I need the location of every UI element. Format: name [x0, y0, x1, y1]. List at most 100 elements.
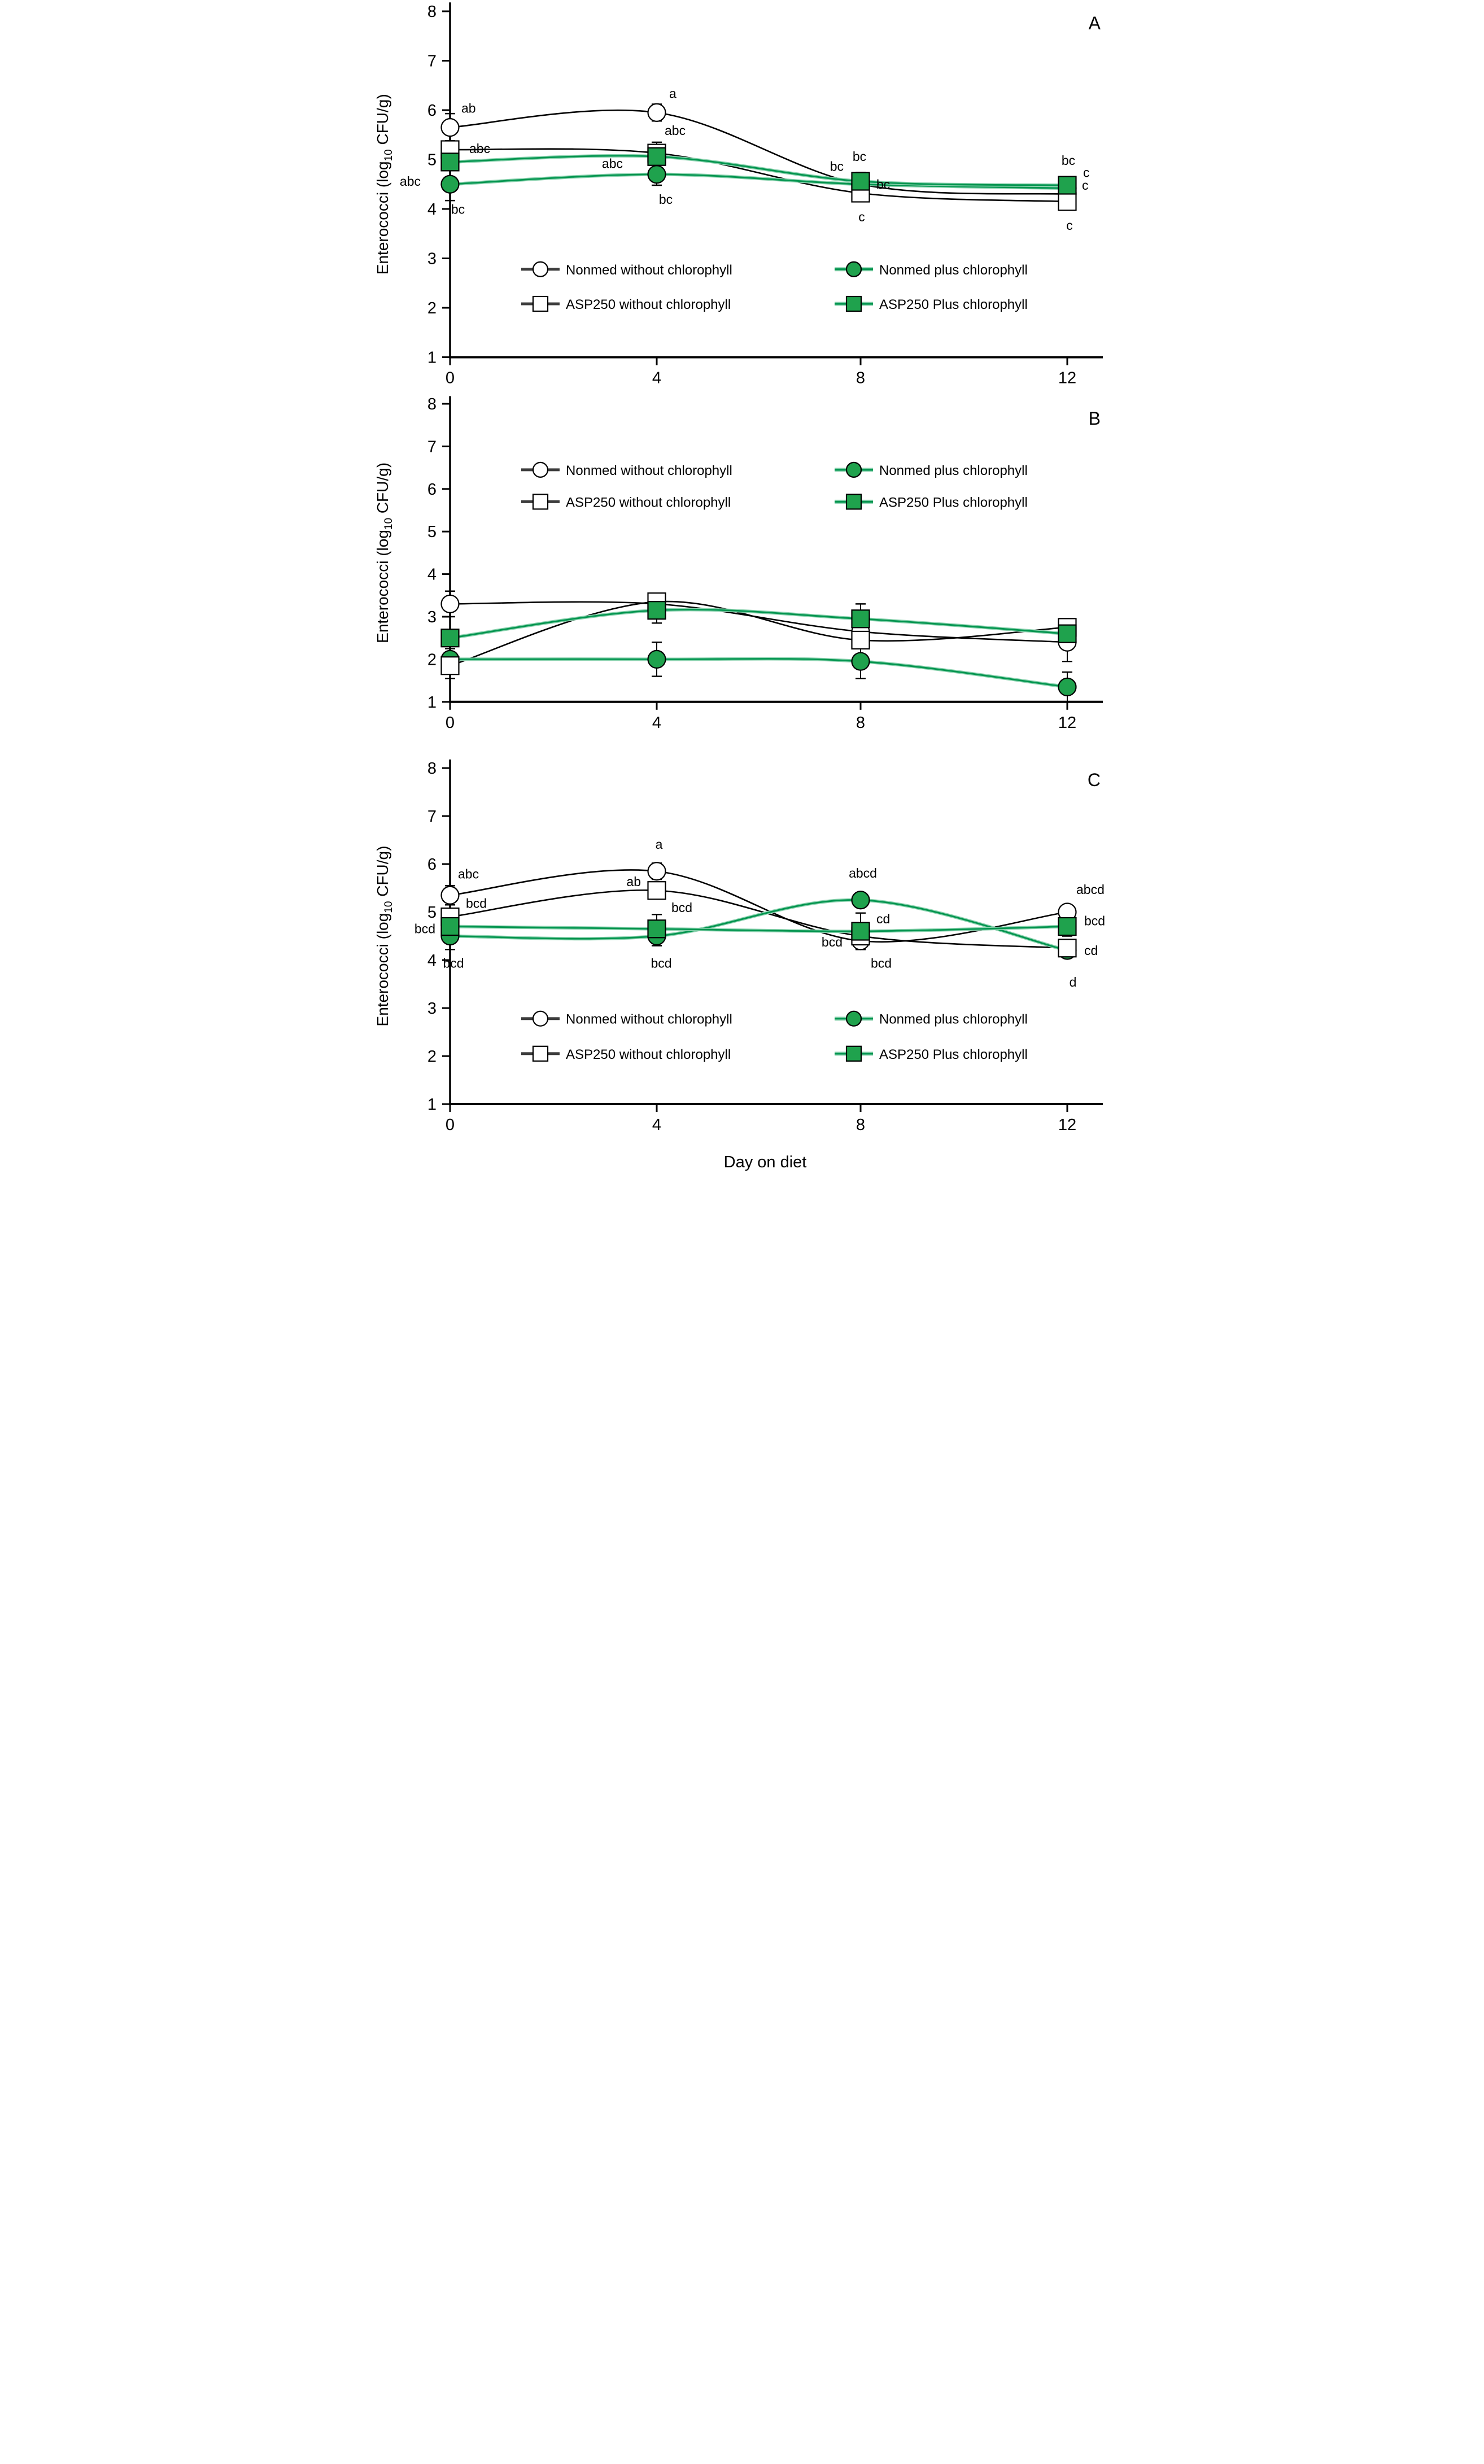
y-tick-label: 1	[427, 1096, 437, 1114]
panel-a-container: 1 2 3 4 5 6 7 8 0 4 8 12 Enterococci (log10 CFU/g) ab…	[371, 0, 1113, 395]
series-line-nonmed_plus	[449, 658, 1068, 688]
legend-label-asp_wo: ASP250 without chlorophyll	[566, 495, 731, 510]
y-tick-label: 4	[427, 200, 437, 219]
y-tick-label: 5	[427, 151, 437, 169]
legend-item-asp_plus: ASP250 Plus chlorophyll	[835, 1045, 1028, 1062]
data-point-asp_plus-day12	[1058, 917, 1077, 936]
significance-label-nonmed_plus-day0: bcd	[443, 956, 464, 971]
significance-label-asp_wo-day0: bcd	[466, 896, 487, 911]
x-tick-label: 12	[1058, 1116, 1076, 1134]
series-line-asp_plus	[449, 926, 1068, 932]
panel-background	[371, 757, 1113, 1178]
y-axis-title: Enterococci (log10 CFU/g)	[374, 846, 395, 1027]
series-line-nonmed_plus	[449, 173, 1068, 189]
legend-marker-square	[532, 494, 549, 510]
y-tick-label: 2	[427, 651, 437, 669]
data-point-asp_wo-day12	[1058, 939, 1077, 958]
x-tick-label: 12	[1058, 369, 1076, 387]
significance-label-asp_wo-day12: cd	[1084, 943, 1098, 958]
y-tick-label: 1	[427, 349, 437, 367]
panel-letter-c: C	[1088, 770, 1101, 790]
significance-label-nonmed_wo-day12: c	[1082, 178, 1089, 193]
series-line-nonmed_wo	[449, 869, 1068, 943]
data-point-nonmed_wo-day0	[440, 118, 460, 137]
legend-item-asp_wo: ASP250 without chlorophyll	[521, 494, 731, 510]
significance-label-asp_plus-day0: abc	[400, 174, 421, 189]
legend-marker-square	[845, 295, 862, 312]
data-point-nonmed_wo-day4	[647, 103, 666, 122]
significance-label-nonmed_wo-day0: ab	[461, 101, 476, 116]
x-tick-label: 8	[856, 1116, 865, 1134]
data-point-asp_plus-day8	[851, 172, 870, 191]
y-tick-label: 4	[427, 952, 437, 970]
data-point-nonmed_plus-day4	[647, 165, 666, 184]
significance-label-nonmed_plus-day0: bc	[451, 202, 465, 216]
legend-marker-circle	[845, 461, 862, 478]
significance-label-asp_plus-day4: bcd	[671, 900, 692, 915]
figure-page: 1 2 3 4 5 6 7 8 0 4 8 12 Enterococci (log10 CFU/g) ab…	[371, 0, 1113, 1178]
panel-background	[371, 395, 1113, 757]
significance-label-asp_wo-day0: abc	[469, 141, 490, 156]
x-tick-label: 12	[1058, 714, 1076, 732]
significance-label-nonmed_wo-day4: a	[669, 86, 676, 101]
legend-label-nonmed_wo: Nonmed without chlorophyll	[566, 263, 732, 278]
y-tick-label: 3	[427, 608, 437, 626]
x-tick-label: 8	[856, 714, 865, 732]
series-line-asp_wo	[449, 148, 1068, 203]
data-point-nonmed_wo-day4	[647, 862, 666, 881]
significance-label-nonmed_wo-day4: a	[656, 837, 663, 852]
x-tick-label: 4	[652, 714, 661, 732]
enterococci-figure: 1 2 3 4 5 6 7 8 0 4 8 12 Enterococci (log10 CFU/g) ab…	[371, 0, 1113, 1178]
y-axis-title: Enterococci (log10 CFU/g)	[374, 463, 395, 643]
data-point-nonmed_plus-day4	[647, 649, 666, 669]
data-point-nonmed_plus-day12	[1058, 677, 1077, 697]
legend-label-asp_wo: ASP250 without chlorophyll	[566, 297, 731, 312]
significance-label-asp_plus-day0: bcd	[414, 922, 435, 936]
y-tick-label: 6	[427, 856, 437, 874]
panel-c-container: 1 2 3 4 5 6 7 8 0 4 8 12 Enterococci (log10 CFU/g) ab…	[371, 757, 1113, 1178]
y-tick-label: 7	[427, 53, 437, 71]
y-tick-label: 4	[427, 566, 437, 584]
significance-label-asp_wo-day4: ab	[626, 874, 641, 889]
legend-label-nonmed_wo: Nonmed without chlorophyll	[566, 1012, 732, 1027]
legend-marker-circle	[845, 1010, 862, 1027]
significance-label-asp_plus-day8: cd	[876, 912, 890, 926]
x-tick-label: 4	[652, 1116, 661, 1134]
data-point-asp_plus-day4	[647, 601, 666, 620]
legend-label-nonmed_plus: Nonmed plus chlorophyll	[879, 463, 1028, 478]
significance-label-nonmed_plus-day12: c	[1083, 165, 1090, 180]
legend-label-nonmed_wo: Nonmed without chlorophyll	[566, 463, 732, 478]
y-tick-label: 5	[427, 523, 437, 541]
legend-marker-square	[532, 295, 549, 312]
legend-marker-square	[845, 1045, 862, 1062]
data-point-asp_plus-day4	[647, 147, 666, 166]
series-line-asp_wo	[449, 600, 1068, 666]
significance-label-nonmed_wo-day8: bc	[830, 159, 844, 173]
y-tick-label: 2	[427, 1048, 437, 1066]
significance-label-asp_plus-day12: bc	[1062, 153, 1075, 168]
legend-label-asp_plus: ASP250 Plus chlorophyll	[879, 1047, 1028, 1062]
legend-marker-circle	[532, 1010, 549, 1027]
legend-item-nonmed_plus: Nonmed plus chlorophyll	[835, 261, 1028, 278]
series-line-asp_plus	[449, 155, 1068, 186]
x-tick-label: 0	[446, 714, 455, 732]
data-point-asp_plus-day0	[440, 917, 460, 936]
legend-item-asp_wo: ASP250 without chlorophyll	[521, 295, 731, 312]
x-axis-title: Day on diet	[724, 1153, 807, 1171]
y-tick-label: 7	[427, 808, 437, 826]
significance-label-nonmed_plus-day4: bc	[659, 192, 673, 207]
data-point-nonmed_wo-day0	[440, 886, 460, 905]
panel-letter-a: A	[1089, 13, 1101, 33]
significance-label-nonmed_wo-day8: bcd	[822, 935, 843, 949]
significance-label-nonmed_plus-day4: bcd	[651, 956, 671, 971]
y-tick-label: 8	[427, 3, 437, 21]
y-tick-label: 1	[427, 694, 437, 712]
legend-marker-circle	[532, 461, 549, 478]
legend-label-asp_wo: ASP250 without chlorophyll	[566, 1047, 731, 1062]
series-line-asp_wo	[449, 889, 1068, 949]
data-point-asp_plus-day0	[440, 629, 460, 648]
y-tick-label: 5	[427, 904, 437, 922]
significance-label-nonmed_wo-day0: abc	[458, 866, 479, 881]
x-tick-label: 0	[446, 1116, 455, 1134]
